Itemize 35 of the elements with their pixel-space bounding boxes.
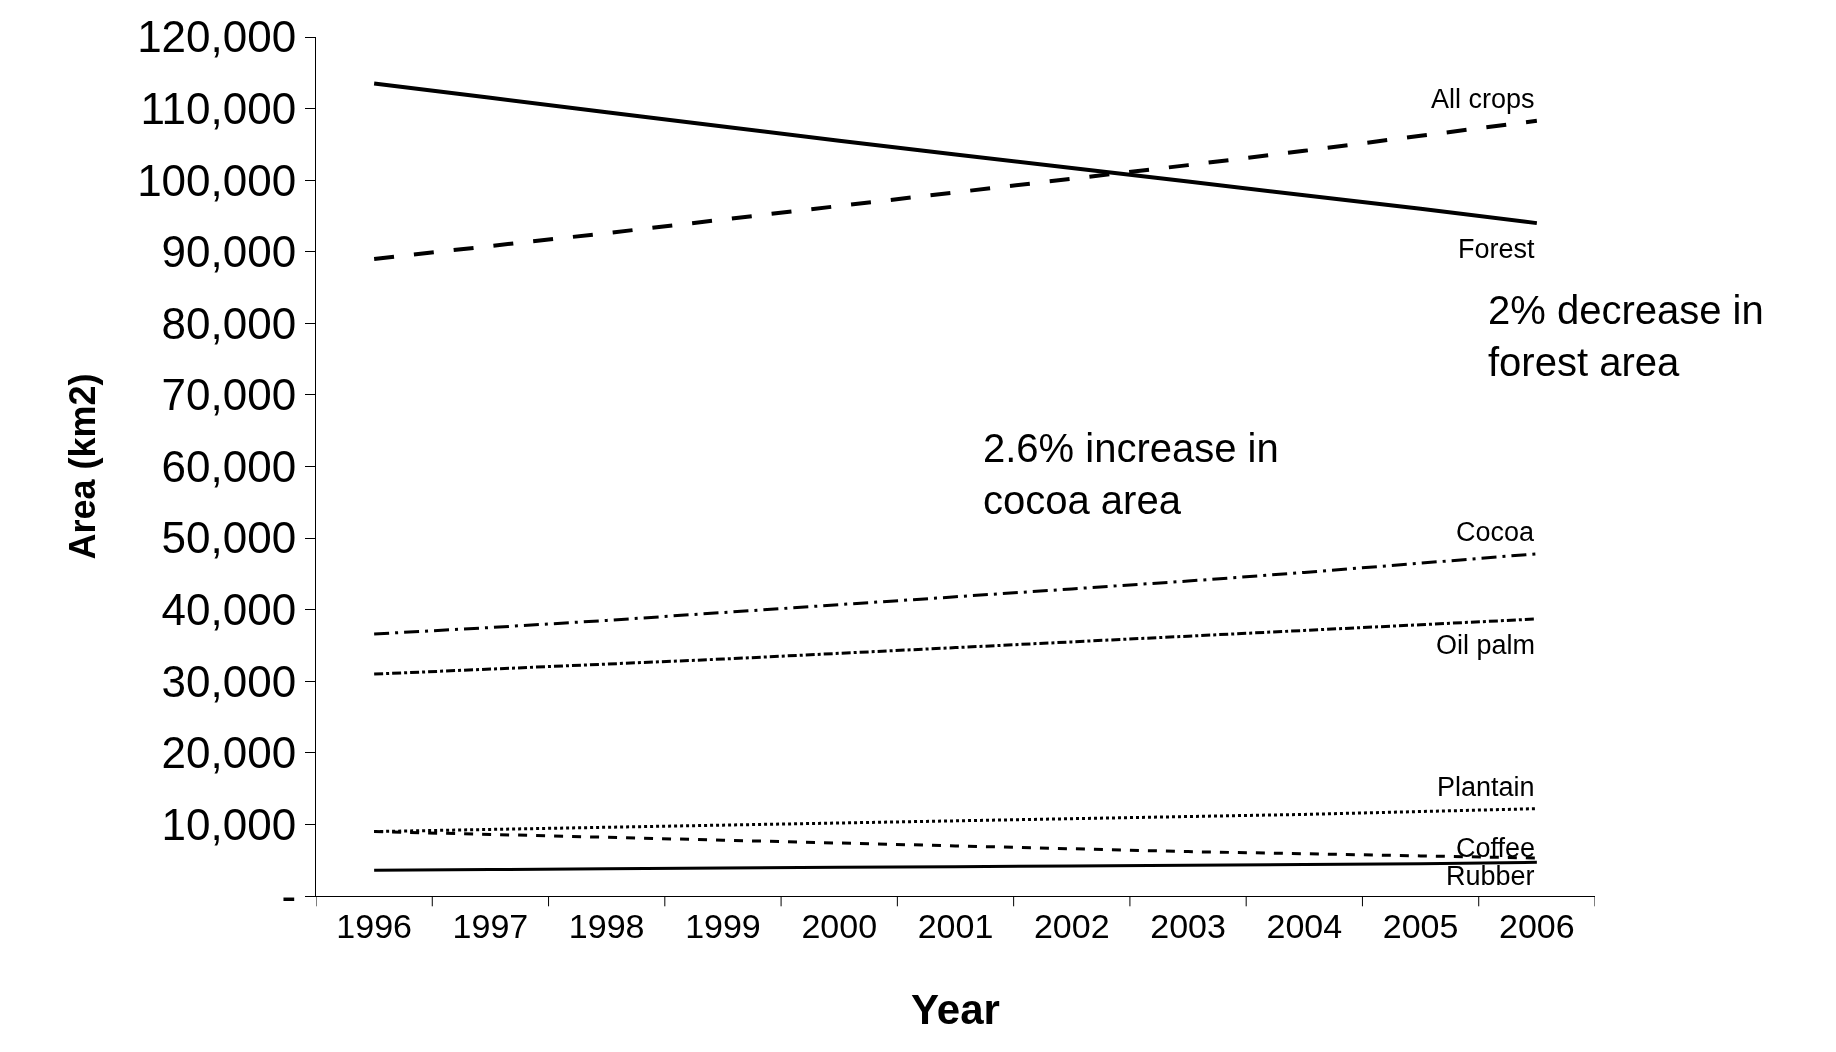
x-tick-label: 2002: [1033, 906, 1110, 945]
y-tick-label: 20,000: [161, 728, 297, 778]
y-tick-label: 100,000: [137, 155, 297, 205]
x-axis-title: Year: [911, 985, 1000, 1033]
x-tick-label: 2000: [801, 906, 878, 945]
y-tick-label: 80,000: [161, 298, 297, 348]
series-label: Forest: [1458, 234, 1536, 264]
annotation: 2% decrease in forest area: [1488, 288, 1764, 384]
y-tick-label: 40,000: [161, 585, 297, 635]
y-tick-label: 30,000: [161, 656, 297, 706]
series-label: Rubber: [1446, 861, 1535, 891]
y-tick-label: 50,000: [161, 513, 297, 563]
annotation: 2.6% increase in cocoa area: [983, 426, 1279, 522]
x-tick-label: 2004: [1266, 906, 1343, 945]
x-tick-label: 2006: [1499, 906, 1575, 945]
y-tick-label: 90,000: [161, 227, 297, 277]
series-label: All crops: [1431, 84, 1535, 114]
series-label: Coffee: [1456, 833, 1536, 863]
x-tick-label: 2003: [1150, 906, 1226, 945]
x-tick-label: 2001: [917, 906, 994, 945]
y-tick-label: 120,000: [137, 12, 297, 62]
series-label: Cocoa: [1456, 517, 1536, 547]
x-tick-label: 1999: [685, 906, 761, 945]
y-tick-label: 70,000: [161, 370, 297, 420]
y-tick-label: -: [281, 871, 297, 921]
y-tick-label: 60,000: [161, 441, 297, 491]
y-tick-label: 10,000: [161, 799, 297, 849]
x-tick-label: 2005: [1382, 906, 1459, 945]
series-label: Oil palm: [1436, 630, 1536, 660]
x-tick-label: 1997: [452, 906, 529, 945]
y-tick-label: 110,000: [140, 83, 297, 133]
series-label: Plantain: [1437, 772, 1535, 802]
y-axis-title: Area (km2): [62, 373, 104, 560]
x-tick-label: 1998: [568, 906, 645, 945]
x-tick-label: 1996: [336, 906, 412, 945]
